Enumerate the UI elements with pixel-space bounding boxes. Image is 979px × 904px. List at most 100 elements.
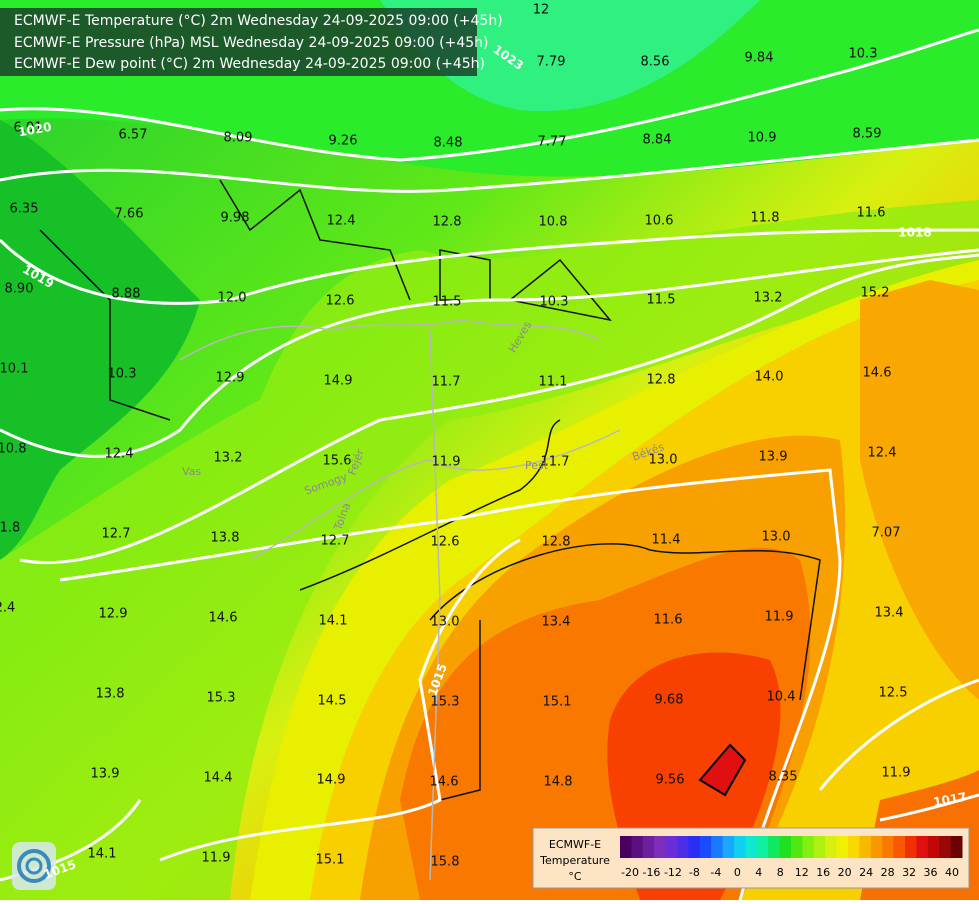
dewpoint-label: 14.0 [755,370,784,385]
dewpoint-label: 10.8 [0,442,26,457]
dewpoint-label: 14.9 [317,773,346,788]
logo [12,842,56,890]
borders [179,319,621,881]
dewpoint-label: 1.8 [0,521,20,536]
dewpoint-label: 10.4 [767,690,796,705]
dewpoint-label: 13.0 [649,453,678,468]
dewpoint-label: 15.6 [323,454,352,469]
header: ECMWF-E Temperature (°C) 2m Wednesday 24… [0,8,503,76]
legend-swatch [631,836,644,858]
dewpoint-label: 10.3 [540,295,569,310]
legend-swatch [699,836,712,858]
dewpoint-label: 8.56 [641,55,670,70]
dewpoint-label: 12.8 [647,373,676,388]
dewpoint-label: 11.4 [652,533,681,548]
legend-tick-label: 32 [902,866,916,879]
legend-swatch [882,836,895,858]
region-label: Vas [182,465,201,478]
legend-tick-label: 8 [777,866,784,879]
dewpoint-label: 14.6 [863,366,892,381]
legend-tick-label: 16 [816,866,830,879]
dewpoint-label: 6.01 [14,121,43,136]
legend-swatch [745,836,758,858]
legend-swatch [836,836,849,858]
dewpoint-label: 7.77 [538,135,567,150]
dewpoint-label: 11.9 [432,455,461,470]
dewpoint-label: 14.4 [204,771,233,786]
dewpoint-label: 12.5 [879,686,908,701]
dewpoint-label: 12.4 [105,447,134,462]
dewpoint-label: 14.1 [319,614,348,629]
dewpoint-label: 10.6 [645,214,674,229]
dewpoint-label: 14.6 [209,611,238,626]
dewpoint-label: 15.1 [316,853,345,868]
dewpoint-label: 11.5 [433,295,462,310]
legend-swatch [654,836,667,858]
dewpoint-label: 11.9 [202,851,231,866]
legend-swatch [722,836,735,858]
dewpoint-label: 12.6 [431,535,460,550]
legend-title: Temperature [539,854,610,867]
dewpoint-label: 9.84 [745,51,774,66]
legend-swatch [677,836,689,858]
dewpoint-label: 6.35 [10,202,39,217]
dewpoint-label: 8.88 [112,287,141,302]
dewpoint-label: 9.68 [655,693,684,708]
dewpoint-label: 13.4 [542,615,571,630]
legend-swatch [768,836,781,858]
header-line: ECMWF-E Temperature (°C) 2m Wednesday 24… [14,13,503,29]
legend-swatch [665,836,678,858]
legend-tick-label: -8 [689,866,700,879]
legend-swatch [825,836,838,858]
dewpoint-label: 12.9 [216,371,245,386]
dewpoint-label: 15.2 [861,286,890,301]
legend-swatch [859,836,872,858]
legend-swatch [916,836,929,858]
isobar-label: 1018 [898,226,931,240]
dewpoint-label: 8.09 [224,131,253,146]
dewpoint-label: 12 [533,3,550,18]
dewpoint-label: 12.8 [433,215,462,230]
legend-tick-label: -20 [621,866,639,879]
legend-swatch [791,836,803,858]
header-line: ECMWF-E Dew point (°C) 2m Wednesday 24-0… [14,56,485,72]
dewpoint-label: 14.9 [324,374,353,389]
dewpoint-label: 11.6 [654,613,683,628]
dewpoint-label: 15.1 [543,695,572,710]
dewpoint-label: 13.0 [762,530,791,545]
dewpoint-label: 11.9 [765,610,794,625]
dewpoint-label: 14.8 [544,775,573,790]
legend-swatch [620,836,632,858]
legend-swatch [734,836,746,858]
legend-tick-label: -16 [642,866,660,879]
legend-tick-label: 28 [881,866,895,879]
dewpoint-label: 15.3 [207,691,236,706]
dewpoint-label: 11.8 [751,211,780,226]
legend-swatch [802,836,815,858]
dewpoint-label: 11.7 [432,375,461,390]
dewpoint-label: 12.7 [102,527,131,542]
dewpoint-label: 9.98 [221,211,250,226]
dewpoint-label: 13.0 [431,615,460,630]
dewpoint-label: 12.6 [326,294,355,309]
dewpoint-label: 13.9 [759,450,788,465]
legend-tick-label: 20 [838,866,852,879]
dewpoint-label: 11.5 [647,293,676,308]
legend-title: °C [568,870,582,883]
dewpoint-label: 13.8 [211,531,240,546]
dewpoint-label: 13.2 [754,291,783,306]
legend-tick-label: 12 [795,866,809,879]
dewpoint-label: 15.3 [431,695,460,710]
legend-swatch [711,836,724,858]
dewpoint-label: 10.1 [0,362,28,377]
dewpoint-label: 13.4 [875,606,904,621]
dewpoint-label: 8.35 [769,770,798,785]
legend-swatch [870,836,883,858]
dewpoint-label: 7.79 [537,55,566,70]
legend-swatch [756,836,769,858]
legend-swatch [927,836,940,858]
dewpoint-label: 2.4 [0,601,15,616]
dewpoint-label: 10.9 [748,131,777,146]
dewpoint-label: 13.2 [214,451,243,466]
dewpoint-label: 8.48 [434,136,463,151]
